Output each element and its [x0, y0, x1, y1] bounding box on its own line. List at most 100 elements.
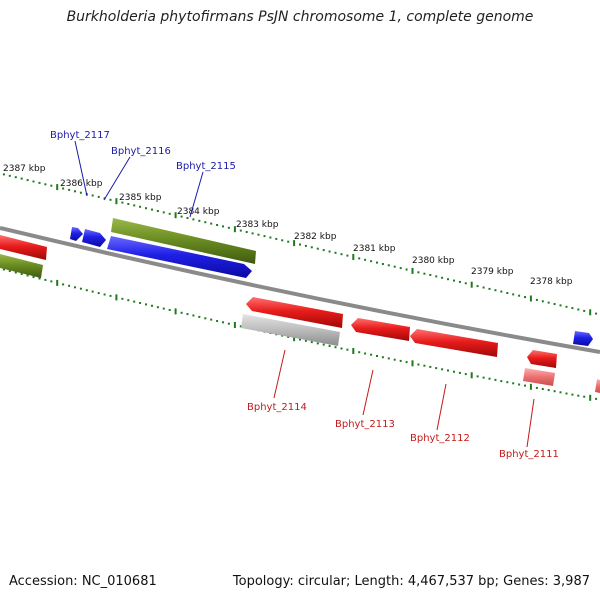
- kbp-label: 2378 kbp: [530, 277, 573, 287]
- minor-tick: [68, 284, 71, 287]
- minor-tick: [453, 279, 455, 282]
- minor-tick: [559, 304, 562, 307]
- minor-tick: [340, 253, 343, 256]
- minor-tick: [239, 325, 242, 328]
- minor-tick: [210, 222, 213, 225]
- minor-tick: [541, 300, 544, 303]
- minor-tick: [8, 270, 11, 272]
- gene-left-red[interactable]: [0, 235, 47, 260]
- gene-bphyt-2114[interactable]: [246, 297, 343, 328]
- gene-label-bphyt-2115[interactable]: Bphyt_2115: [176, 161, 236, 172]
- minor-tick: [145, 207, 147, 210]
- minor-tick: [547, 301, 550, 304]
- minor-tick: [387, 264, 390, 267]
- minor-tick: [299, 243, 301, 246]
- gene-label-bphyt-2116[interactable]: Bphyt_2116: [111, 146, 171, 157]
- minor-tick: [429, 365, 432, 368]
- minor-tick: [577, 308, 580, 311]
- gene-right-blue[interactable]: [573, 331, 593, 346]
- minor-tick: [565, 305, 568, 308]
- minor-tick: [162, 307, 165, 310]
- minor-tick: [376, 355, 378, 357]
- major-tick: [352, 254, 355, 260]
- minor-tick: [322, 249, 325, 252]
- minor-tick: [139, 302, 142, 304]
- major-tick: [174, 212, 177, 219]
- minor-tick: [20, 273, 23, 275]
- minor-tick: [186, 313, 189, 316]
- minor-tick: [79, 191, 82, 194]
- minor-tick: [198, 315, 201, 318]
- gene-bphyt-2117[interactable]: [70, 227, 83, 241]
- gene-bphyt-2112[interactable]: [410, 329, 498, 357]
- lower-genes: [241, 297, 600, 393]
- minor-tick: [482, 376, 485, 379]
- major-tick: [174, 308, 177, 315]
- minor-tick: [32, 276, 35, 278]
- minor-tick: [310, 246, 313, 249]
- minor-tick: [97, 195, 100, 198]
- minor-tick: [571, 307, 574, 310]
- gene-right-edge-pink[interactable]: [595, 379, 600, 393]
- minor-tick: [310, 341, 313, 344]
- minor-tick: [553, 303, 556, 305]
- gene-label-bphyt-2117[interactable]: Bphyt_2117: [50, 130, 110, 141]
- major-tick: [589, 309, 592, 316]
- minor-tick: [346, 348, 349, 351]
- rna-gene-bphyt-2115-region[interactable]: [111, 218, 256, 264]
- minor-tick: [281, 239, 284, 242]
- gene-label-bphyt-2114[interactable]: Bphyt_2114: [247, 402, 307, 413]
- kbp-label: 2385 kbp: [119, 193, 162, 203]
- minor-tick: [595, 397, 598, 400]
- minor-tick: [263, 235, 266, 238]
- minor-tick: [32, 180, 35, 183]
- major-ticks: [56, 184, 592, 401]
- minor-tick: [423, 272, 426, 275]
- minor-tick: [488, 287, 491, 290]
- minor-tick: [417, 363, 420, 366]
- pseudo-gene-bphyt-2114[interactable]: [241, 314, 340, 346]
- minor-tick: [381, 263, 384, 265]
- minor-tick: [417, 271, 420, 274]
- minor-tick: [583, 395, 586, 398]
- minor-tick: [435, 275, 438, 278]
- minor-tick: [547, 389, 550, 392]
- minor-tick: [405, 268, 408, 271]
- minor-tick: [441, 276, 444, 279]
- minor-tick: [358, 351, 361, 354]
- minor-tick: [97, 292, 100, 295]
- minor-tick: [340, 347, 343, 350]
- minor-tick: [435, 367, 438, 370]
- gene-label-bphyt-2113[interactable]: Bphyt_2113: [335, 419, 395, 430]
- kbp-label: 2387 kbp: [3, 164, 46, 174]
- minor-tick: [565, 392, 568, 395]
- gene-bphyt-2115[interactable]: [107, 236, 252, 278]
- gene-left-green[interactable]: [0, 254, 43, 278]
- gene-label-bphyt-2112[interactable]: Bphyt_2112: [410, 433, 470, 444]
- gene-bphyt-2113[interactable]: [351, 318, 410, 341]
- gene-bphyt-2111[interactable]: [527, 350, 557, 368]
- minor-tick: [192, 314, 195, 317]
- minor-tick: [500, 290, 503, 293]
- minor-tick: [151, 304, 153, 307]
- minor-tick: [358, 257, 361, 260]
- minor-tick: [192, 218, 195, 221]
- minor-tick: [50, 184, 53, 187]
- major-tick: [470, 372, 473, 379]
- accession-text: Accession: NC_010681: [9, 574, 157, 589]
- minor-tick: [535, 386, 538, 389]
- gene-label-bphyt-2111[interactable]: Bphyt_2111: [499, 449, 559, 460]
- minor-tick: [109, 198, 112, 201]
- major-tick: [56, 184, 59, 191]
- genome-title: Burkholderia phytofirmans PsJN chromosom…: [66, 9, 534, 25]
- minor-tick: [156, 306, 159, 309]
- gene-bphyt-2111-pink[interactable]: [523, 368, 555, 386]
- minor-tick: [62, 187, 65, 190]
- minor-tick: [2, 268, 5, 271]
- minor-tick: [322, 343, 325, 346]
- minor-tick: [518, 383, 521, 386]
- major-tick: [293, 240, 296, 247]
- gene-bphyt-2116[interactable]: [82, 229, 106, 247]
- minor-tick: [423, 364, 426, 367]
